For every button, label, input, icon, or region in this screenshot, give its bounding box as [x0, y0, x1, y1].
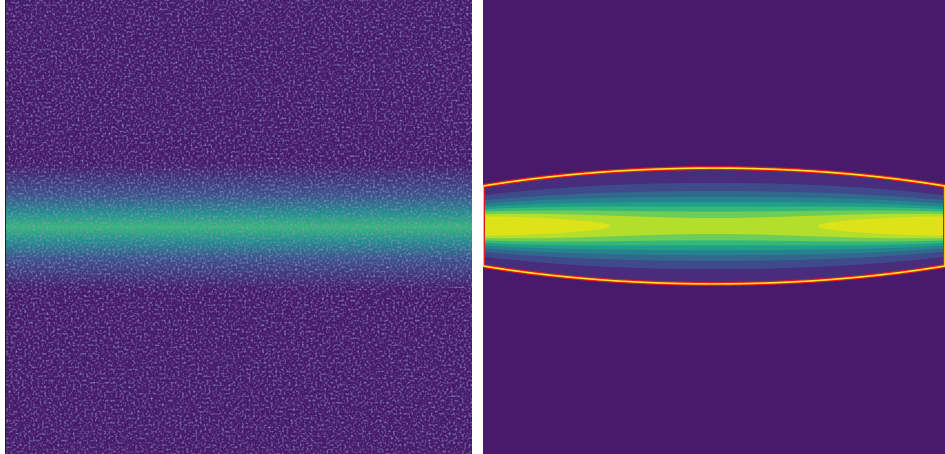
contour-line	[483, 167, 945, 285]
heatmap-panel	[5, 0, 472, 454]
heatmap-noise	[5, 0, 472, 454]
contour-panel	[483, 0, 945, 454]
contour-band	[483, 213, 945, 239]
contour-band	[483, 216, 945, 236]
